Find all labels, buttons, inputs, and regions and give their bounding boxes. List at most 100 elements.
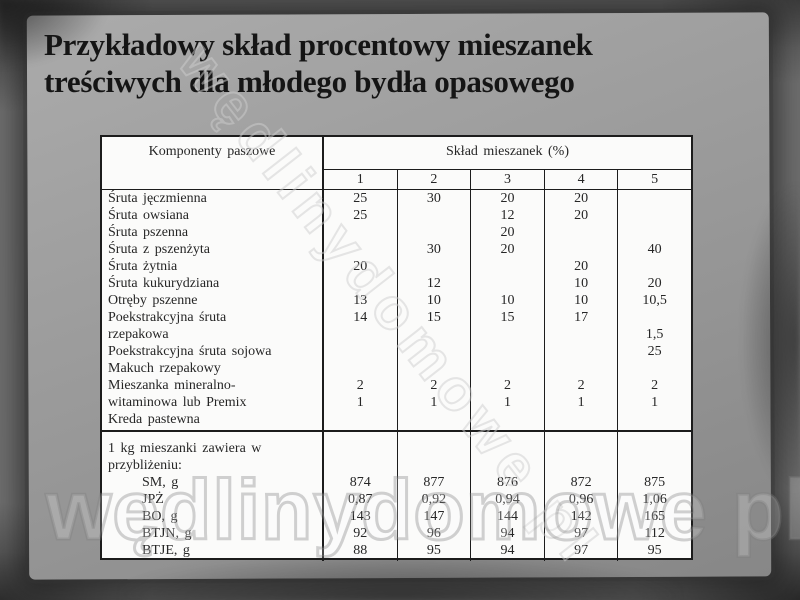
table-row: Makuch rzepakowy [102,360,691,377]
value-cell: 875 [617,474,691,491]
filler-cell [324,559,397,561]
filler-row [102,559,691,561]
value-cell [324,326,397,343]
spacer-cell [617,432,691,440]
value-cell: 20 [470,224,544,241]
component-label: JPŻ [102,491,324,508]
filler-cell [543,559,618,561]
value-cell: 10 [543,275,618,292]
value-cell: 40 [617,241,691,258]
components-section: Śruta jęczmienna 25 30 20 20 Śruta owsiana 25 1… [102,190,691,430]
feed-mix-table: Komponenty paszowe Skład mieszanek (%) 1… [100,135,693,561]
component-label: SM, g [102,474,324,491]
value-cell: 2 [356,378,364,393]
component-label: Mieszanka mineralno- [102,377,324,394]
value-cell [617,258,691,275]
component-label: Śruta pszenna [102,224,324,241]
value-cell: 0,87 [348,492,373,507]
value-cell [617,190,691,207]
value-cell [543,241,618,258]
value-cell: 2 [470,377,544,394]
value-cell: 20 [470,241,544,258]
component-label: witaminowa lub Premix [102,394,324,411]
table-row: przybliżeniu: [102,457,691,474]
value-cell: 1 [470,394,544,411]
value-cell: 143 [349,509,371,524]
slide-title: Przykładowy skład procentowy mieszanek t… [44,26,744,100]
value-cell [470,275,544,292]
component-label: Śruta jęczmienna [102,190,324,207]
value-cell [617,360,691,377]
component-label: rzepakowa [102,326,324,343]
table-row: Śruta kukurydziana 12 10 20 [102,275,691,292]
spacer-label [102,432,324,440]
value-cell [396,440,471,457]
value-cell [470,258,544,275]
value-cell [470,457,544,474]
table-row: Kreda pastewna [102,411,691,428]
value-cell [396,326,471,343]
value-cell: 877 [396,474,471,491]
value-cell: 25 [353,191,368,206]
value-cell: 0,92 [396,491,471,508]
value-cell [617,440,691,457]
value-cell: 12 [470,207,544,224]
filler-cell [470,559,544,561]
value-cell [396,360,471,377]
mix-col-5: 5 [617,170,691,189]
value-cell [543,360,618,377]
value-cell: 165 [617,508,691,525]
table-row: Poekstrakcyjna śruta sojowa 25 [102,343,691,360]
value-cell: 876 [470,474,544,491]
value-cell: 94 [470,542,544,559]
value-cell: 20 [353,259,368,274]
value-cell [543,343,618,360]
value-cell [617,224,691,241]
value-cell: 95 [617,542,691,559]
value-cell: 96 [396,525,471,542]
value-cell [324,411,397,428]
value-cell: 20 [470,190,544,207]
component-label: Makuch rzepakowy [102,360,324,377]
component-label: BO, g [102,508,324,525]
header-mix-title: Skład mieszanek (%) [324,137,691,170]
component-label: Poekstrakcyjna śruta sojowa [102,343,324,360]
table-row: Śruta pszenna 20 [102,224,691,241]
value-cell [543,224,618,241]
value-cell [470,326,544,343]
value-cell: 2 [617,377,691,394]
mix-col-2: 2 [396,170,471,189]
value-cell: 0,96 [543,491,618,508]
value-cell [396,224,471,241]
value-cell: 15 [396,309,471,326]
value-cell: 1,06 [617,491,691,508]
spacer-cell [470,432,544,440]
value-cell: 30 [396,190,471,207]
slide-title-line1: Przykładowy skład procentowy mieszanek [44,27,593,62]
value-cell: 10 [543,292,618,309]
filler-label [102,559,324,561]
value-cell: 112 [617,525,691,542]
component-label: Poekstrakcyjna śruta [102,309,324,326]
table-row: witaminowa lub Premix 1 1 1 1 1 [102,394,691,411]
header-mix-group: Skład mieszanek (%) 1 2 3 4 5 [324,137,691,189]
value-cell [324,440,397,457]
component-label: 1 kg mieszanki zawiera w [102,440,324,457]
table-header-row: Komponenty paszowe Skład mieszanek (%) 1… [102,137,691,190]
value-cell [396,457,471,474]
table-row: Śruta żytnia 20 20 [102,258,691,275]
spacer-row [102,432,691,440]
value-cell: 1,5 [617,326,691,343]
table-row: Śruta z pszenżyta 30 20 40 [102,241,691,258]
value-cell: 25 [353,208,368,223]
value-cell: 20 [543,190,618,207]
value-cell: 15 [470,309,544,326]
value-cell: 2 [396,377,471,394]
value-cell: 2 [543,377,618,394]
value-cell [324,457,397,474]
header-components: Komponenty paszowe [102,137,324,189]
value-cell [617,207,691,224]
value-cell [396,207,471,224]
value-cell: 13 [353,293,368,308]
spacer-cell [324,432,397,440]
